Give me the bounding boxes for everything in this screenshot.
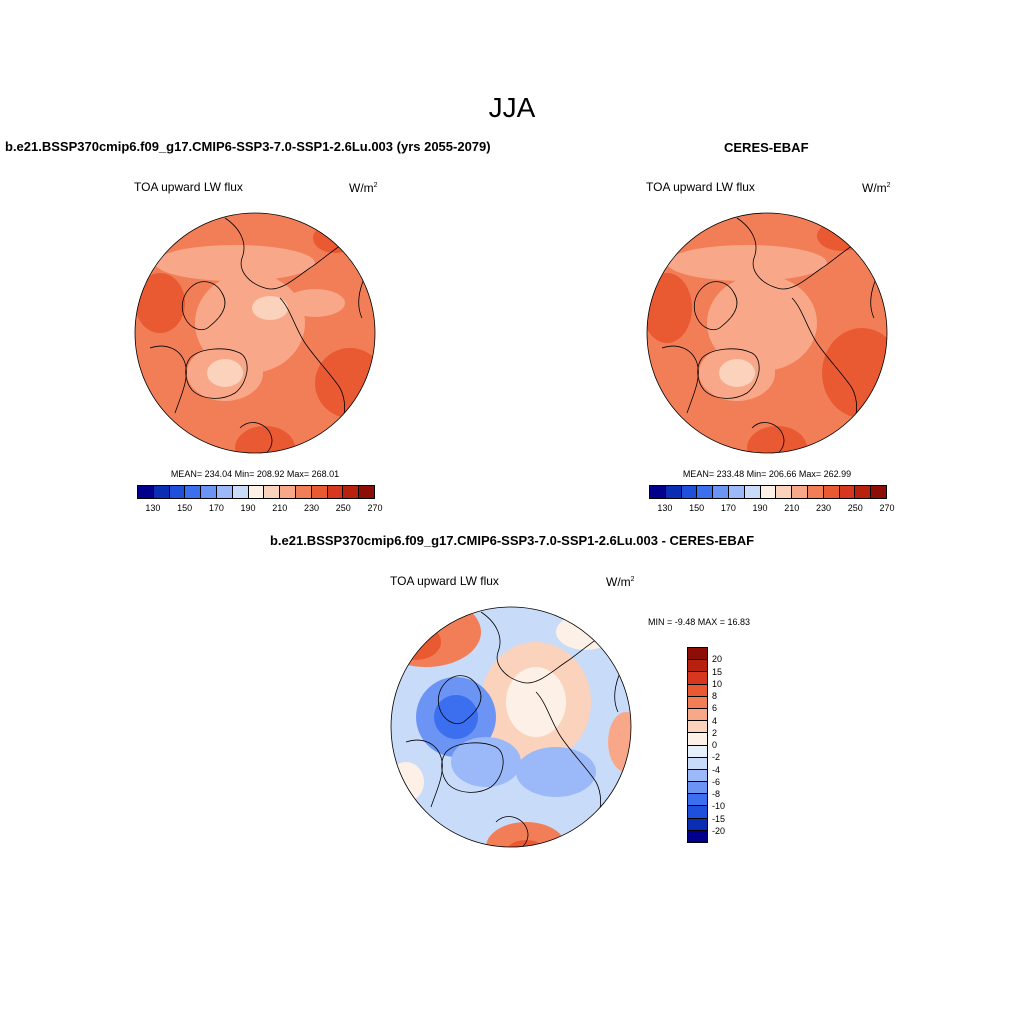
colorbar-tick-label: 15 (712, 666, 723, 677)
colorbar-swatch (855, 486, 872, 498)
colorbar-tick-label: 270 (367, 503, 383, 513)
colorbar-tick-label: 250 (335, 503, 351, 513)
colorbar-swatch (823, 486, 840, 498)
colorbar-tick-label: 230 (304, 503, 320, 513)
colorbar-swatch (688, 721, 707, 734)
colorbar-swatch (665, 486, 682, 498)
colorbar-swatch (650, 486, 666, 498)
colorbar-tick-label: 2 (712, 727, 718, 738)
colorbar-tick-label: 4 (712, 715, 718, 726)
colorbar-tick-label: 150 (177, 503, 193, 513)
colorbar-swatch (839, 486, 856, 498)
colorbar-swatch (264, 486, 281, 498)
colorbar-swatch (153, 486, 170, 498)
colorbar-swatch (871, 486, 886, 498)
colorbar-tick-label: -2 (712, 752, 721, 763)
colorbar-swatch (688, 648, 707, 661)
colorbar-swatch (688, 769, 707, 783)
colorbar-tick-label: 190 (752, 503, 768, 513)
colorbar-swatch (688, 684, 707, 697)
model-colorbar (137, 485, 375, 499)
colorbar-swatch (688, 794, 707, 807)
colorbar-tick-label: 130 (657, 503, 673, 513)
colorbar-swatch (697, 486, 714, 498)
colorbar-swatch (688, 672, 707, 685)
colorbar-tick-label: 0 (712, 740, 718, 750)
colorbar-tick-label: -10 (712, 801, 726, 812)
colorbar-swatch (728, 486, 745, 498)
colorbar-tick-label: -20 (712, 825, 726, 836)
diff-stats: MIN = -9.48 MAX = 16.83 (648, 617, 751, 627)
colorbar-swatch (688, 782, 707, 795)
colorbar-swatch (760, 486, 777, 498)
obs-colorbar (649, 485, 887, 499)
model-stats: MEAN= 234.04 Min= 208.92 Max= 268.01 (170, 469, 340, 479)
colorbar-swatch (185, 486, 202, 498)
colorbar-swatch (688, 708, 707, 722)
colorbar-tick-label: 6 (712, 703, 718, 714)
colorbar-swatch (713, 486, 729, 498)
colorbar-swatch (232, 486, 249, 498)
colorbar-swatch (359, 486, 374, 498)
obs-panel-title: CERES-EBAF (724, 140, 809, 155)
colorbar-swatch (688, 757, 707, 770)
colorbar-tick-label: 230 (816, 503, 832, 513)
obs-colorbar-ticks: 130 150 170 190 210 230 250 270 (649, 503, 894, 515)
obs-polar-map (646, 212, 888, 454)
model-units-label: W/m2 (349, 181, 378, 195)
colorbar-tick-label: -8 (712, 789, 721, 799)
colorbar-tick-label: -4 (712, 764, 721, 775)
colorbar-swatch (688, 830, 707, 842)
obs-variable-label: TOA upward LW flux (646, 180, 755, 194)
colorbar-tick-label: 210 (272, 503, 288, 513)
colorbar-swatch (280, 486, 296, 498)
colorbar-swatch (807, 486, 824, 498)
colorbar-tick-label: 250 (847, 503, 863, 513)
figure-title: JJA (488, 92, 536, 123)
colorbar-tick-label: 170 (720, 503, 736, 513)
colorbar-swatch (295, 486, 312, 498)
colorbar-swatch (201, 486, 217, 498)
colorbar-swatch (343, 486, 360, 498)
diff-colorbar (687, 647, 708, 843)
model-variable-label: TOA upward LW flux (134, 180, 243, 194)
diff-colorbar-ticks: 20 15 10 8 6 4 2 0 -2 -4 -6 -8 -10 -15 -20 (712, 647, 752, 843)
model-colorbar-ticks: 130 150 170 190 210 230 250 270 (137, 503, 382, 515)
colorbar-swatch (327, 486, 344, 498)
colorbar-tick-label: -6 (712, 776, 721, 787)
colorbar-swatch (688, 818, 707, 831)
colorbar-tick-label: 190 (240, 503, 256, 513)
colorbar-tick-label: 170 (208, 503, 224, 513)
model-polar-map (134, 212, 376, 454)
colorbar-tick-label: 150 (689, 503, 705, 513)
colorbar-swatch (169, 486, 186, 498)
diff-units-label: W/m2 (606, 575, 635, 589)
diff-variable-label: TOA upward LW flux (390, 574, 499, 588)
colorbar-swatch (138, 486, 154, 498)
obs-units-label: W/m2 (862, 181, 891, 195)
colorbar-swatch (744, 486, 761, 498)
colorbar-swatch (311, 486, 328, 498)
colorbar-swatch (688, 806, 707, 819)
colorbar-swatch (792, 486, 808, 498)
colorbar-swatch (688, 733, 707, 746)
colorbar-swatch (216, 486, 233, 498)
diff-polar-map (390, 606, 632, 848)
colorbar-tick-label: 10 (712, 678, 723, 689)
model-panel-title: b.e21.BSSP370cmip6.f09_g17.CMIP6-SSP3-7.… (5, 139, 491, 154)
colorbar-tick-label: -15 (712, 813, 726, 824)
colorbar-swatch (248, 486, 265, 498)
colorbar-tick-label: 210 (784, 503, 800, 513)
colorbar-swatch (688, 660, 707, 673)
colorbar-tick-label: 8 (712, 691, 718, 701)
obs-stats: MEAN= 233.48 Min= 206.66 Max= 262.99 (682, 469, 852, 479)
colorbar-tick-label: 130 (145, 503, 161, 513)
colorbar-tick-label: 20 (712, 654, 723, 665)
colorbar-swatch (688, 696, 707, 709)
colorbar-swatch (681, 486, 698, 498)
colorbar-swatch (688, 745, 707, 758)
colorbar-swatch (776, 486, 793, 498)
diff-panel-title: b.e21.BSSP370cmip6.f09_g17.CMIP6-SSP3-7.… (269, 533, 755, 548)
colorbar-tick-label: 270 (879, 503, 895, 513)
